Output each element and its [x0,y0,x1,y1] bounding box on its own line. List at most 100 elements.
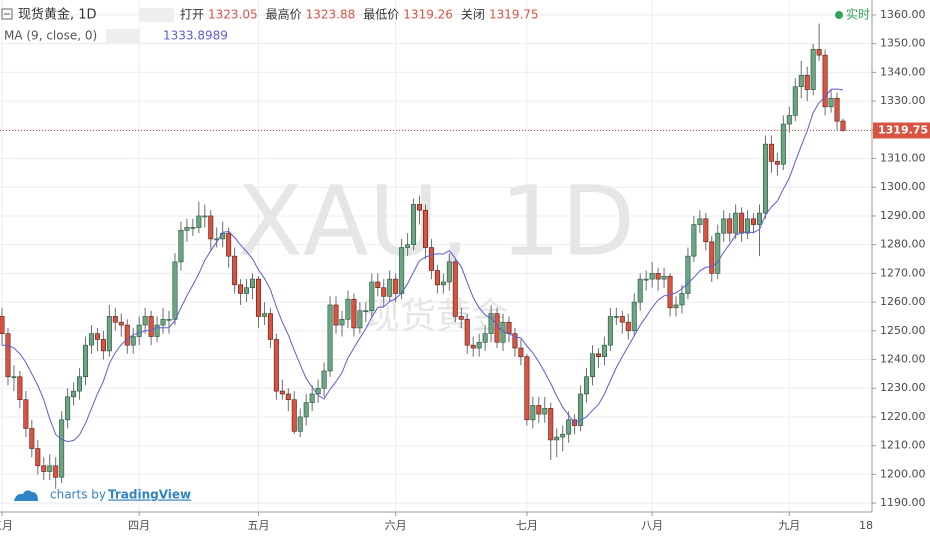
candle-body [273,339,279,392]
ma-name: MA (9, close, 0) [4,29,97,43]
candle-body [279,390,285,395]
candle-body [381,287,387,297]
candle-body [524,356,530,421]
candle-body [309,393,315,403]
candle-body [184,227,190,231]
y-tick-label: 1340.00 [880,65,926,78]
plot [0,23,872,489]
candle-body [589,353,595,378]
watermark: XAU, 1D [237,165,635,277]
candle-body [697,218,703,225]
candle-body [512,333,518,349]
candle-body [208,215,214,240]
y-tick-label: 1190.00 [880,496,926,509]
candle-body [83,344,89,378]
candle-body [488,313,494,334]
candle-body [768,143,774,162]
candle-body [494,313,500,343]
candle-body [774,161,780,165]
candle-body [798,74,804,88]
candle-body [816,49,822,56]
ma-buttons[interactable] [106,29,140,43]
ma-line [2,88,844,443]
candle-body [476,341,482,349]
candle-body [458,316,464,320]
y-tick-label: 1260.00 [880,295,926,308]
candle-body [667,275,673,309]
candle-body [673,304,679,309]
y-tick-label: 1350.00 [880,37,926,50]
candle-body [202,215,208,218]
candle-body [250,278,256,289]
candle-body [369,281,375,312]
branding[interactable]: charts by TradingView [14,488,191,502]
candle-body [303,402,309,418]
candle-body [291,399,297,432]
candle-body [745,218,751,234]
candle-body [518,347,524,357]
candle-body [196,215,202,228]
candle-body [166,319,172,321]
candle-body [482,333,488,343]
grid [0,0,872,512]
candle-body [297,416,303,432]
candle-body [607,316,613,346]
candle-body [172,261,178,320]
candle-body [59,419,65,478]
candle-body [351,298,357,329]
candle-body [29,428,35,449]
ohlc-label: 最高价 [266,7,302,22]
candle-body [703,218,709,243]
candle-body [393,278,399,294]
candle-body [411,204,417,245]
candle-body [542,408,548,415]
candle-body [106,316,112,352]
candle-body [619,316,625,323]
candle-body [244,287,250,294]
ohlc-label: 最低价 [363,8,399,22]
candle-body [417,204,423,211]
candle-body [77,376,83,392]
candle-body [804,74,810,90]
x-tick-label: 七月 [516,519,538,532]
candle-body [112,316,118,323]
y-tick-label: 1220.00 [880,410,926,423]
candle-body [661,275,667,280]
y-tick-label: 1270.00 [880,266,926,279]
candle-body [566,419,572,435]
candle-body [810,49,816,90]
candle-body [643,278,649,281]
candle-body [536,405,542,415]
candle-body [601,344,607,357]
candle-body [715,232,721,274]
y-tick-label: 1250.00 [880,324,926,337]
x-tick-label: 四月 [128,519,150,532]
candle-body [649,273,655,280]
ohlc-value: 1323.88 [306,8,356,22]
header: 现货黄金, 1D MA (9, close, 0) 1333.8989 实时 打… [1,7,870,43]
candle-body [637,278,643,303]
candle-body [631,301,637,332]
candle-body [71,390,77,398]
candle-body [613,316,619,318]
candle-body [578,393,584,426]
candle-body [762,143,768,214]
candle-body [5,333,11,378]
collapse-icon[interactable] [1,8,13,20]
candle-body [53,465,59,478]
candle-body [828,97,834,108]
candle-body [11,376,17,379]
brand-logo [14,490,38,501]
candle-body [399,247,405,294]
candle-body [709,241,715,274]
candle-body [261,313,267,317]
y-tick-label: 1240.00 [880,353,926,366]
candle-body [727,218,733,234]
x-tick-label: 五月 [247,519,269,532]
brand-prefix: charts by [50,488,106,502]
title-buttons[interactable] [140,8,174,22]
candle-body [428,247,434,271]
candle-body [679,293,685,306]
brand-name[interactable]: TradingView [108,488,191,502]
candle-body [88,333,94,346]
